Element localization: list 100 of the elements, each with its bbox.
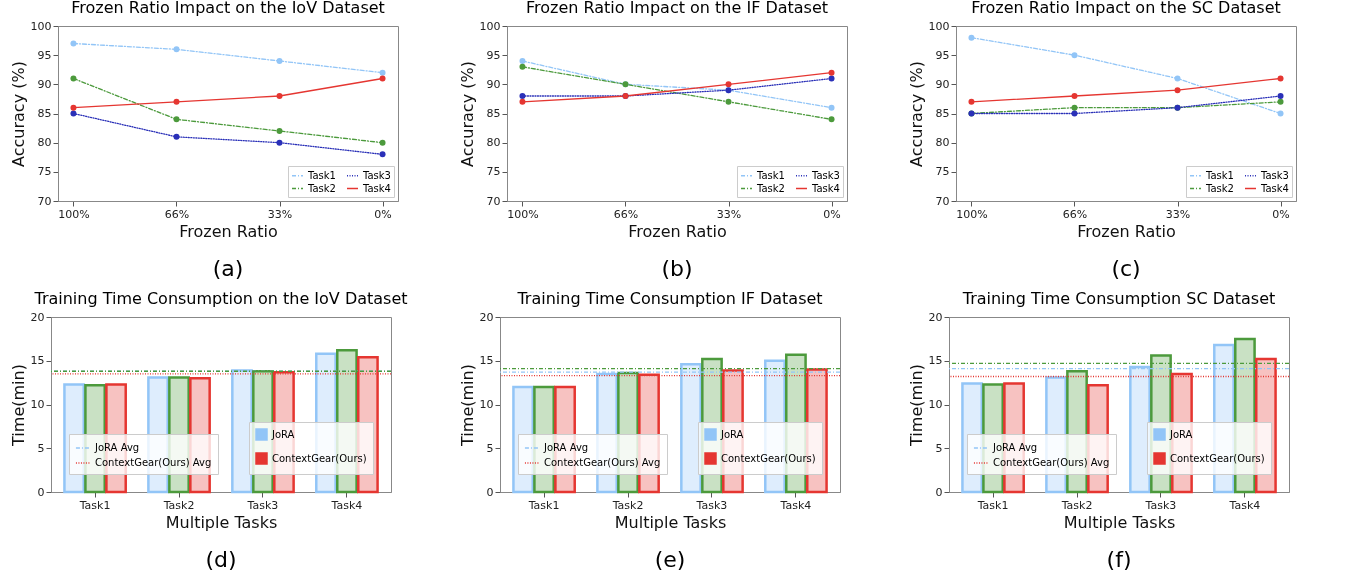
x-axis-title: Frozen Ratio <box>1077 221 1176 241</box>
y-tick-label: 15 <box>928 354 943 368</box>
y-tick-label: 10 <box>30 398 45 411</box>
y-tick-label: 0 <box>935 485 943 499</box>
y-axis-title: Accuracy (%) <box>906 61 926 167</box>
x-tick-label: Task1 <box>976 498 1009 512</box>
text: (a) <box>212 256 244 281</box>
y-tick-label: 90 <box>486 77 501 91</box>
y-tick-label: 15 <box>30 354 45 368</box>
y-tick-label: 85 <box>37 107 52 120</box>
legend-label: JoRA Avg <box>94 442 140 453</box>
y-tick-label: 80 <box>486 136 501 150</box>
legend-label: JoRA <box>720 428 744 440</box>
legend-label: Task2 <box>756 182 785 194</box>
y-axis-title: Time(min) <box>906 364 926 447</box>
legend-label: ContextGear(Ours) <box>721 452 816 464</box>
legend-label: Task2 <box>1205 182 1234 194</box>
y-tick-label: 0 <box>486 485 494 499</box>
x-axis-title: Frozen Ratio <box>179 221 278 241</box>
y-tick-label: 85 <box>935 107 950 120</box>
x-axis-title: Multiple Tasks <box>1063 512 1176 532</box>
x-tick-label: Task3 <box>246 498 279 512</box>
y-tick-label: 75 <box>486 165 501 179</box>
y-axis-title: Accuracy (%) <box>8 61 28 167</box>
x-tick-label: 33% <box>1165 207 1191 221</box>
legend-label: Task4 <box>362 182 391 194</box>
x-tick-label: 0% <box>374 207 392 221</box>
y-tick-label: 5 <box>486 441 494 455</box>
text: (e) <box>654 547 686 572</box>
legend-label: ContextGear(Ours) Avg <box>544 457 661 468</box>
y-tick-label: 5 <box>37 441 45 455</box>
x-tick-label: 33% <box>267 207 293 221</box>
x-tick-label: Task2 <box>1060 498 1093 512</box>
y-tick-label: 90 <box>935 77 950 91</box>
x-tick-label: 66% <box>164 207 190 221</box>
legend-label: JoRA <box>271 428 295 440</box>
x-tick-label: Task1 <box>78 498 111 512</box>
y-tick-label: 80 <box>935 136 950 150</box>
chart-title: Training Time Consumption SC Dataset <box>961 289 1276 308</box>
chart-title: Training Time Consumption on the IoV Dataset <box>33 289 408 308</box>
legend-label: Task1 <box>307 169 336 181</box>
y-tick-label: 70 <box>37 194 52 208</box>
legend-label: ContextGear(Ours) <box>272 452 367 464</box>
chart-title: Training Time Consumption IF Dataset <box>516 289 823 308</box>
y-tick-label: 10 <box>928 398 943 411</box>
legend-label: Task4 <box>1260 182 1289 194</box>
legend-label: Task3 <box>362 169 391 181</box>
x-tick-label: Task3 <box>695 498 728 512</box>
legend-label: JoRA Avg <box>992 442 1038 453</box>
x-tick-label: Task4 <box>330 498 363 512</box>
text: (b) <box>661 256 693 281</box>
text: (d) <box>205 547 237 572</box>
y-tick-label: 70 <box>486 194 501 208</box>
y-axis-title: Time(min) <box>457 364 477 447</box>
legend-label: Task3 <box>1260 169 1289 181</box>
y-axis-title: Accuracy (%) <box>457 61 477 167</box>
x-tick-label: Task1 <box>527 498 560 512</box>
x-tick-label: Task4 <box>779 498 812 512</box>
y-tick-label: 85 <box>486 107 501 120</box>
x-axis-title: Frozen Ratio <box>628 221 727 241</box>
x-tick-label: 66% <box>613 207 639 221</box>
chart-title: Frozen Ratio Impact on the IF Dataset <box>525 0 829 17</box>
y-tick-label: 100 <box>30 19 52 33</box>
x-tick-label: Task3 <box>1144 498 1177 512</box>
y-tick-label: 80 <box>37 136 52 150</box>
y-tick-label: 0 <box>37 485 45 499</box>
y-tick-label: 75 <box>37 165 52 179</box>
legend-label: Task2 <box>307 182 336 194</box>
y-tick-label: 20 <box>928 310 943 324</box>
chart-title: Frozen Ratio Impact on the SC Dataset <box>971 0 1281 17</box>
x-tick-label: 0% <box>1272 207 1290 221</box>
legend-label: ContextGear(Ours) <box>1170 452 1265 464</box>
y-tick-label: 15 <box>479 354 494 368</box>
y-tick-label: 100 <box>928 19 950 33</box>
y-tick-label: 70 <box>935 194 950 208</box>
legend-label: Task4 <box>811 182 840 194</box>
y-tick-label: 20 <box>479 310 494 324</box>
x-tick-label: 33% <box>716 207 742 221</box>
y-axis-title: Time(min) <box>8 364 28 447</box>
y-tick-label: 75 <box>935 165 950 179</box>
y-tick-label: 95 <box>935 48 950 62</box>
y-tick-label: 5 <box>935 441 943 455</box>
legend-label: ContextGear(Ours) Avg <box>993 457 1110 468</box>
x-tick-label: 100% <box>507 207 539 221</box>
y-tick-label: 90 <box>37 77 52 91</box>
legend-label: Task3 <box>811 169 840 181</box>
x-axis-title: Multiple Tasks <box>614 512 727 532</box>
chart-title: Frozen Ratio Impact on the IoV Dataset <box>71 0 385 17</box>
legend-label: JoRA <box>1169 428 1193 440</box>
text: (f) <box>1106 547 1132 572</box>
x-tick-label: Task2 <box>162 498 195 512</box>
legend-label: Task1 <box>756 169 785 181</box>
x-tick-label: Task4 <box>1228 498 1261 512</box>
x-tick-label: 66% <box>1062 207 1088 221</box>
y-tick-label: 95 <box>37 48 52 62</box>
legend-label: Task1 <box>1205 169 1234 181</box>
y-tick-label: 10 <box>479 398 494 411</box>
x-tick-label: 100% <box>58 207 90 221</box>
legend-label: ContextGear(Ours) Avg <box>95 457 212 468</box>
y-tick-label: 100 <box>479 19 501 33</box>
